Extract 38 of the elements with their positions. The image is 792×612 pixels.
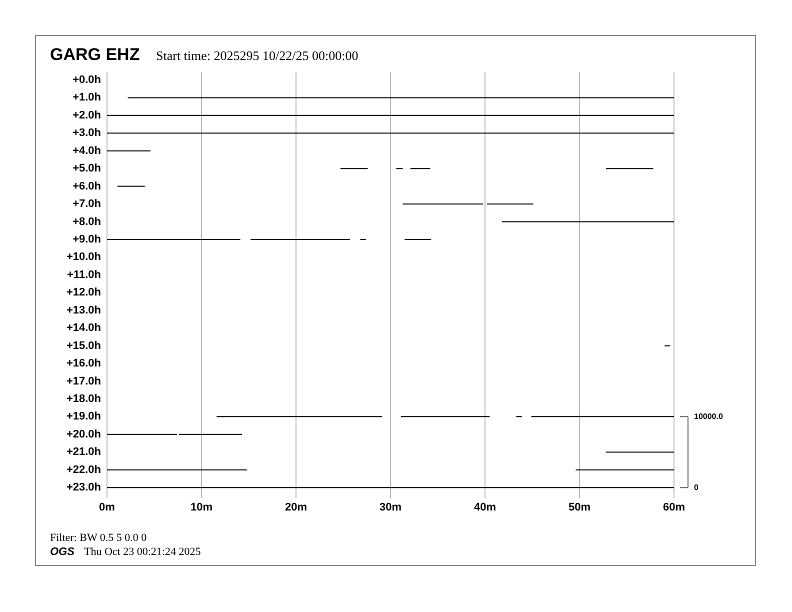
y-tick-label: +0.0h [72, 74, 102, 86]
y-tick-label: +17.0h [66, 375, 102, 388]
y-tick-label: +20.0h [66, 428, 102, 440]
y-tick-label: +10.0h [66, 251, 102, 264]
text: OGS [50, 546, 74, 558]
x-tick-label: 50m [568, 502, 591, 514]
y-tick-label: +7.0h [72, 198, 102, 210]
x-tick-label: 0m [99, 502, 116, 514]
y-tick-label: +23.0h [66, 482, 102, 494]
y-tick-label: +5.0h [72, 162, 102, 175]
y-tick-label: +13.0h [66, 304, 102, 316]
y-tick-label: +15.0h [66, 340, 102, 352]
y-tick-label: +14.0h [66, 322, 102, 334]
y-tick-label: +12.0h [66, 286, 102, 299]
x-tick-label: 10m [190, 502, 213, 514]
x-tick-label: 40m [474, 502, 496, 514]
y-tick-label: +22.0h [66, 464, 102, 476]
text: Filter: BW 0.5 5 0.0 0 [50, 532, 147, 544]
y2-tick-label: 10000.0 [694, 412, 724, 421]
y-tick-label: +18.0h [66, 392, 102, 405]
y-tick-label: +6.0h [72, 180, 102, 192]
y-tick-label: +9.0h [72, 234, 102, 246]
y-tick-label: +8.0h [72, 216, 102, 228]
y2-tick-label: 0 [694, 482, 699, 492]
y-tick-label: +16.0h [66, 358, 102, 370]
y-tick-label: +11.0h [67, 268, 102, 281]
text: Thu Oct 23 00:21:24 2025 [84, 546, 201, 558]
y-tick-label: +19.0h [66, 410, 102, 423]
x-tick-label: 60m [662, 502, 686, 514]
x-tick-label: 30m [379, 502, 402, 514]
y-tick-label: +21.0h [66, 446, 102, 458]
chart-title: GARG EHZ [50, 45, 140, 65]
y-tick-label: +4.0h [72, 144, 102, 157]
x-tick-label: 20m [284, 502, 308, 514]
y-tick-label: +2.0h [72, 109, 102, 122]
chart-subtitle: Start time: 2025295 10/22/25 00:00:00 [156, 48, 358, 64]
y-tick-label: +1.0h [72, 92, 102, 104]
y-tick-label: +3.0h [72, 127, 102, 140]
